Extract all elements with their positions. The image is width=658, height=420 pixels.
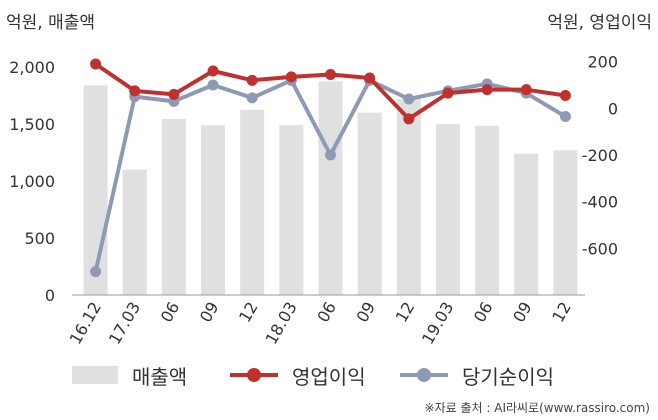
x-tick-label: 12 xyxy=(548,299,575,326)
point-net-income-4 xyxy=(246,92,258,104)
left-axis-ticks: 0 500 1,000 1,500 2,000 xyxy=(9,58,55,305)
x-tick-label: 12 xyxy=(235,299,262,326)
x-tick-label: 09 xyxy=(509,299,536,326)
point-operating-profit-4 xyxy=(246,74,258,86)
point-net-income-0 xyxy=(90,266,102,278)
x-tick-label: 06 xyxy=(470,298,497,325)
line-series xyxy=(90,58,571,278)
bar-revenue-5 xyxy=(279,125,304,295)
point-net-income-8 xyxy=(403,93,415,105)
point-operating-profit-1 xyxy=(129,85,141,97)
left-tick-label: 500 xyxy=(24,229,55,248)
bar-revenue-6 xyxy=(318,81,343,295)
point-operating-profit-3 xyxy=(207,65,219,77)
legend-label-revenue: 매출액 xyxy=(132,365,188,389)
right-axis-title: 억원, 영업이익 xyxy=(547,13,652,33)
bar-revenue-11 xyxy=(514,153,539,295)
point-operating-profit-6 xyxy=(325,69,336,80)
right-tick-label: 200 xyxy=(587,53,618,72)
right-tick-label: 0 xyxy=(608,99,618,118)
x-tick-label: 16.12 xyxy=(66,299,105,348)
point-operating-profit-7 xyxy=(364,72,376,84)
left-tick-label: 0 xyxy=(45,286,55,305)
bar-revenue-8 xyxy=(396,99,421,295)
x-tick-label: 19.03 xyxy=(418,299,457,348)
x-tick-label: 17.03 xyxy=(105,299,144,348)
bar-revenue-7 xyxy=(357,112,382,296)
bar-revenue-4 xyxy=(240,109,265,295)
legend-item-operating-profit: 영업이익 xyxy=(230,358,366,392)
right-tick-label: -200 xyxy=(582,146,618,165)
legend-item-net-income: 당기순이익 xyxy=(400,358,554,392)
point-net-income-3 xyxy=(207,79,219,91)
left-axis-title: 억원, 매출액 xyxy=(6,13,96,33)
x-tick-label: 12 xyxy=(392,299,419,326)
right-tick-label: -600 xyxy=(582,239,618,258)
point-operating-profit-2 xyxy=(168,88,180,100)
right-axis-ticks: -600 -400 -200 0 200 xyxy=(582,53,618,259)
point-operating-profit-0 xyxy=(90,58,102,70)
x-axis-ticks: 16.12 17.03 06 09 12 18.03 06 09 12 19.03 06 09 12 xyxy=(66,298,575,347)
bar-series-revenue xyxy=(83,81,578,296)
point-operating-profit-12 xyxy=(559,90,571,101)
point-operating-profit-5 xyxy=(285,71,297,83)
point-net-income-6 xyxy=(325,149,336,161)
bar-revenue-1 xyxy=(122,169,147,295)
legend: 매출액 영업이익 당기순이익 xyxy=(0,358,658,392)
left-tick-label: 1,500 xyxy=(9,115,55,134)
left-tick-label: 1,000 xyxy=(9,172,55,191)
combo-chart: 0 500 1,000 1,500 2,000 -600 -400 -200 0 200 16.… xyxy=(9,53,618,348)
left-tick-label: 2,000 xyxy=(9,58,55,77)
legend-swatch-revenue xyxy=(72,366,118,384)
right-tick-label: -400 xyxy=(582,193,618,212)
x-tick-label: 09 xyxy=(352,299,379,326)
legend-swatch-operating-profit xyxy=(230,368,278,382)
point-net-income-12 xyxy=(559,111,571,122)
legend-label-net-income: 당기순이익 xyxy=(462,365,554,389)
point-operating-profit-8 xyxy=(403,113,415,125)
legend-item-revenue: 매출액 xyxy=(72,358,187,392)
bar-revenue-3 xyxy=(201,125,226,295)
point-operating-profit-9 xyxy=(442,87,454,99)
bar-revenue-2 xyxy=(161,118,186,295)
x-tick-label: 18.03 xyxy=(261,299,300,348)
point-operating-profit-10 xyxy=(481,84,493,96)
x-tick-label: 06 xyxy=(157,299,184,326)
legend-swatch-net-income xyxy=(400,368,448,382)
bar-revenue-12 xyxy=(553,150,578,295)
x-tick-label: 09 xyxy=(196,299,223,326)
legend-label-operating-profit: 영업이익 xyxy=(292,365,366,389)
point-operating-profit-11 xyxy=(520,84,532,96)
source-text: ※자료 출처 : AI라씨로(www.rassiro.com) xyxy=(424,401,650,415)
bar-revenue-9 xyxy=(435,124,460,296)
bar-revenue-10 xyxy=(475,125,500,295)
x-tick-label: 06 xyxy=(313,299,340,326)
bar-revenue-0 xyxy=(83,85,108,295)
